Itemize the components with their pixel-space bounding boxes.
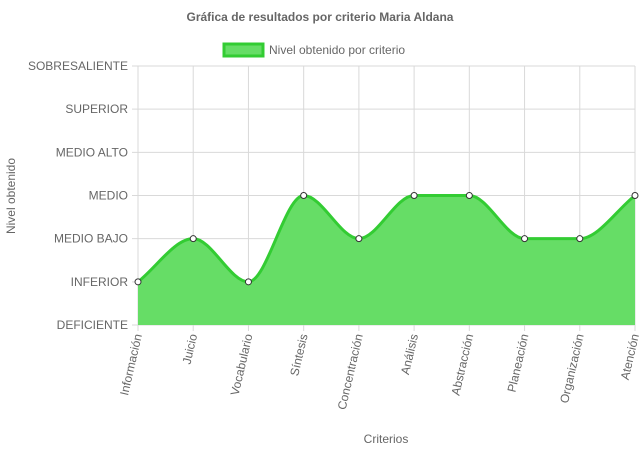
y-tick-label: DEFICIENTE bbox=[57, 318, 128, 332]
y-tick-label: SUPERIOR bbox=[65, 102, 128, 116]
data-point[interactable] bbox=[465, 192, 473, 199]
y-axis-ticks: DEFICIENTE INFERIOR MEDIO BAJO MEDIO MEDIO A… bbox=[28, 59, 128, 332]
y-tick-label: SOBRESALIENTE bbox=[28, 59, 128, 73]
x-axis-ticks: Información Juicio Vocabulario Síntesis Conc… bbox=[117, 332, 639, 411]
x-tick-label: Información bbox=[117, 333, 145, 397]
data-point[interactable] bbox=[244, 278, 252, 286]
x-axis-title: Criterios bbox=[364, 432, 409, 446]
legend-label: Nivel obtenido por criterio bbox=[269, 43, 405, 57]
x-tick-label: Atención bbox=[618, 333, 639, 382]
data-point[interactable] bbox=[631, 192, 639, 199]
series-line bbox=[137, 193, 636, 284]
x-tick-label: Abstracción bbox=[449, 333, 477, 397]
x-tick-label: Concentración bbox=[335, 333, 366, 412]
data-point[interactable] bbox=[576, 235, 584, 243]
x-tick-label: Análisis bbox=[398, 333, 421, 376]
data-point[interactable] bbox=[134, 278, 142, 286]
series-points bbox=[134, 192, 639, 286]
x-tick-label: Vocabulario bbox=[228, 332, 256, 397]
series-area bbox=[137, 193, 636, 325]
y-tick-label: MEDIO BAJO bbox=[54, 232, 128, 246]
data-point[interactable] bbox=[300, 192, 308, 199]
legend-swatch bbox=[222, 42, 265, 58]
chart-title: Gráfica de resultados por criterio Maria… bbox=[187, 10, 454, 24]
y-tick-label: INFERIOR bbox=[71, 275, 129, 289]
data-point[interactable] bbox=[355, 235, 363, 243]
y-tick-label: MEDIO bbox=[89, 189, 128, 203]
y-tick-label: MEDIO ALTO bbox=[56, 145, 128, 159]
y-axis-title: Nivel obtenido bbox=[4, 158, 18, 234]
x-tick-label: Juicio bbox=[180, 332, 201, 365]
legend[interactable]: Nivel obtenido por criterio bbox=[222, 42, 405, 58]
x-tick-label: Organización bbox=[557, 333, 587, 405]
data-point[interactable] bbox=[189, 235, 197, 243]
series-area-fill bbox=[138, 195, 635, 325]
data-point[interactable] bbox=[410, 192, 418, 199]
x-tick-label: Síntesis bbox=[287, 333, 310, 378]
data-point[interactable] bbox=[521, 235, 529, 243]
x-tick-label: Planeación bbox=[504, 333, 531, 394]
